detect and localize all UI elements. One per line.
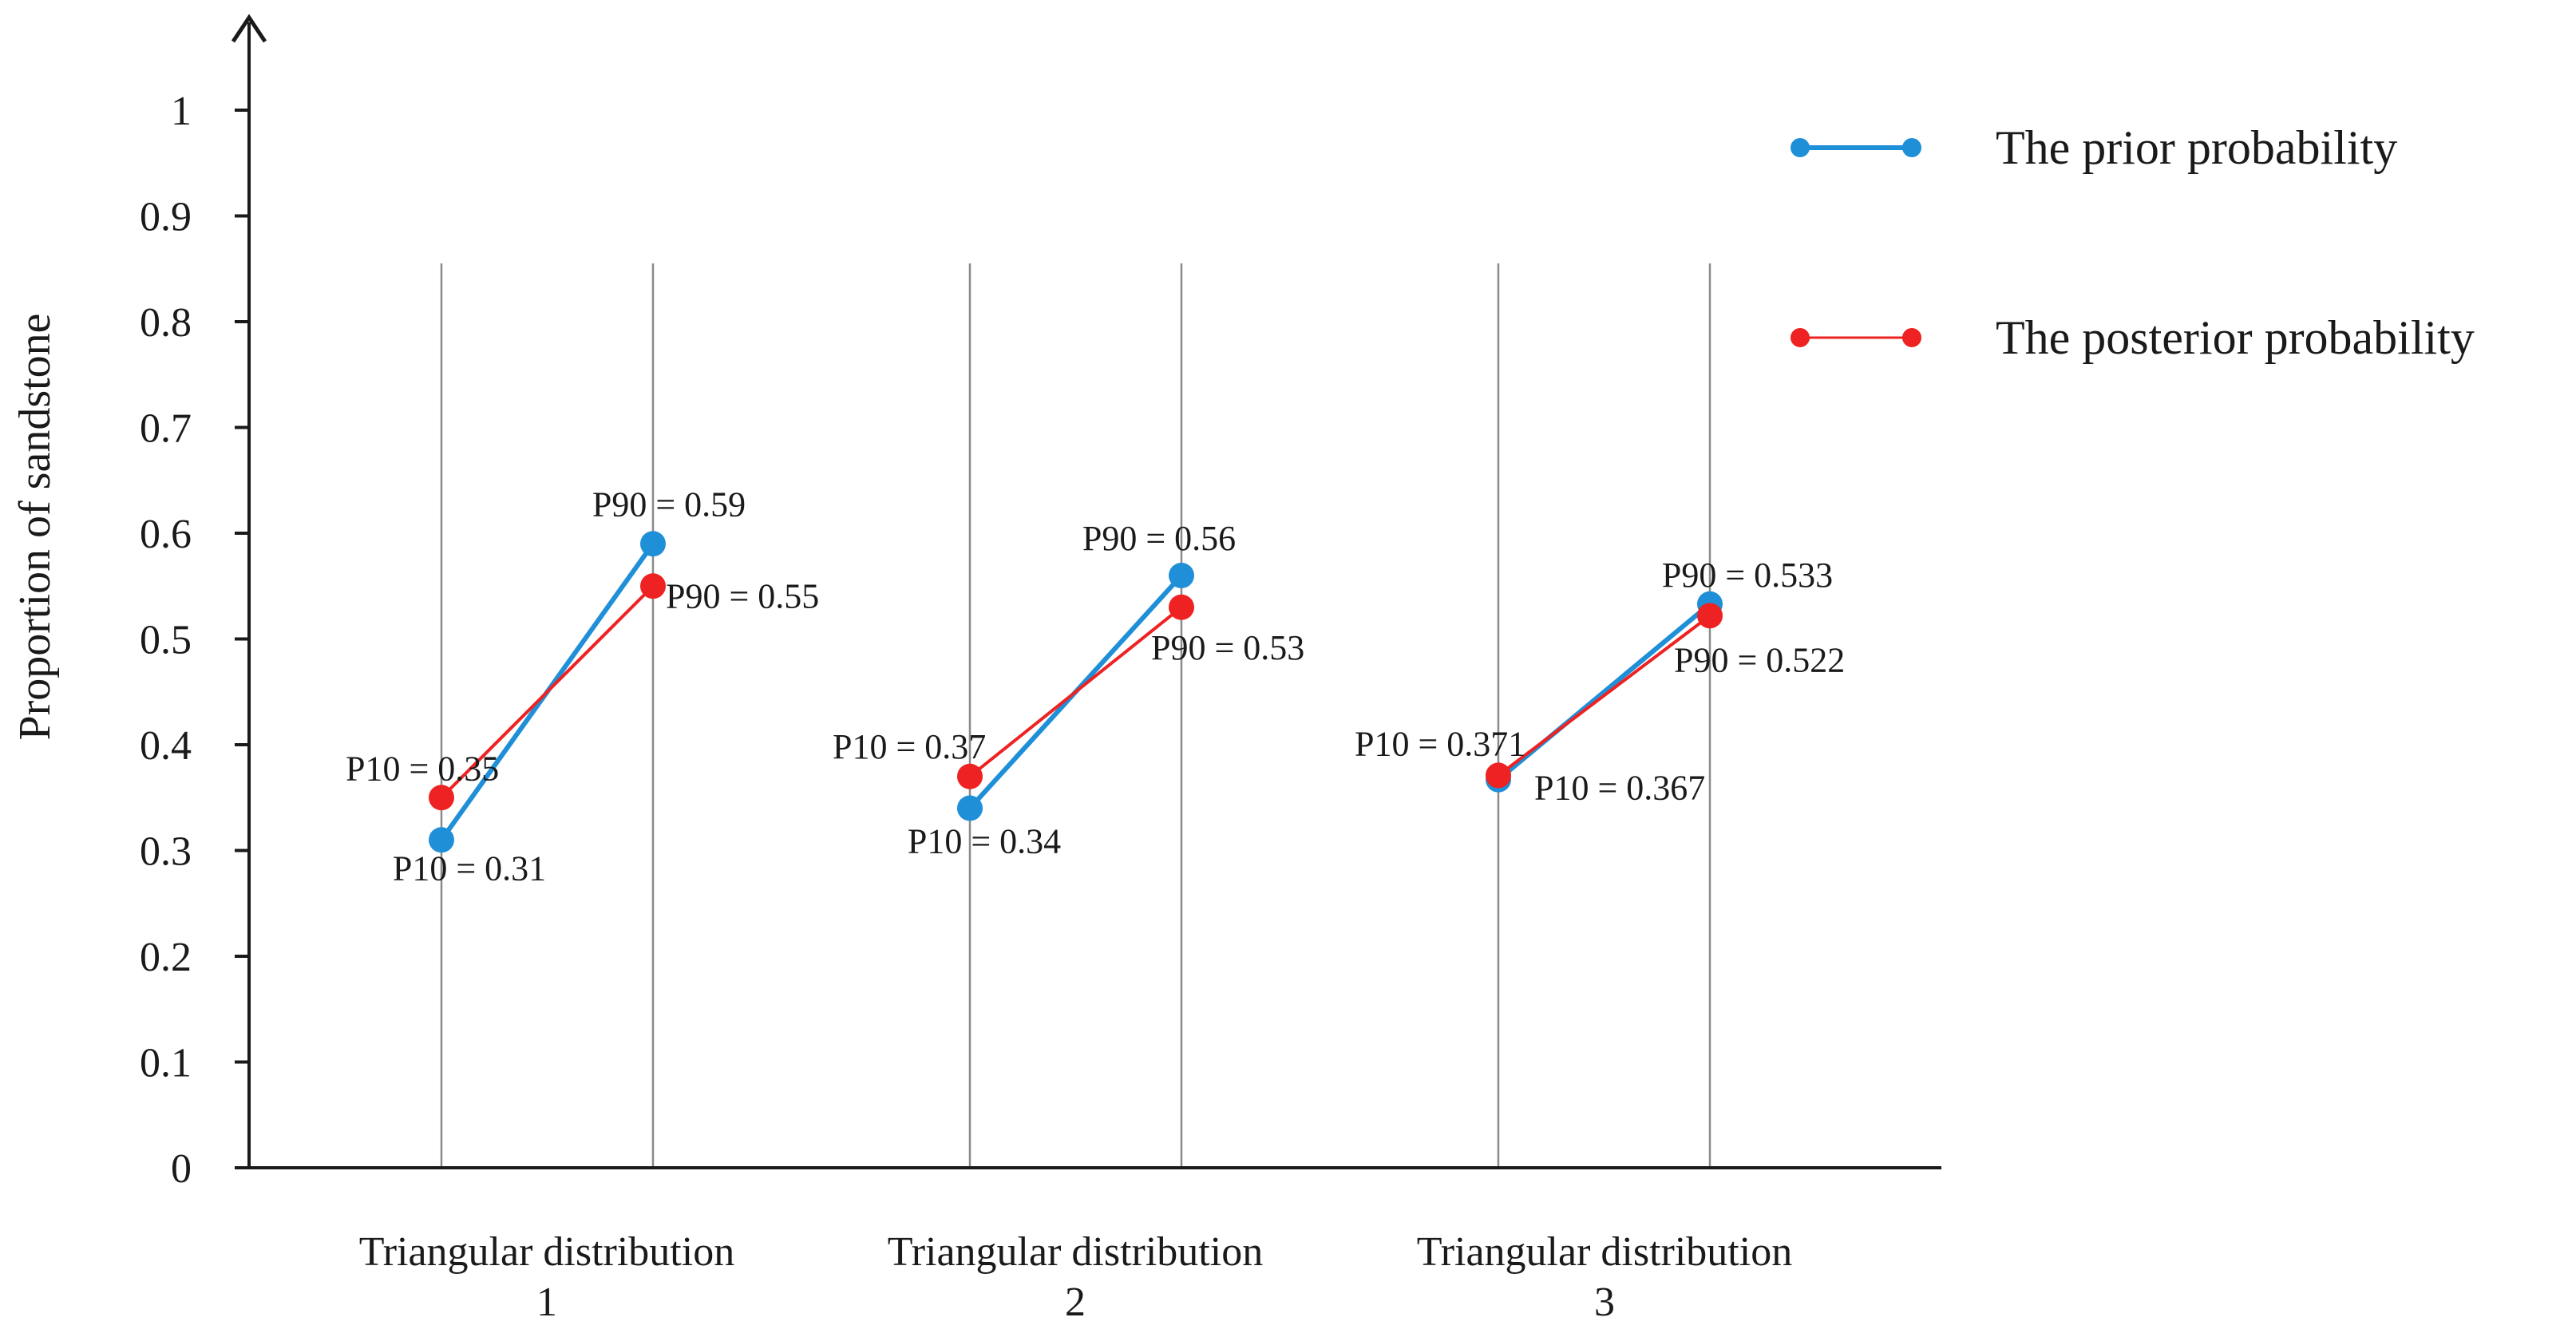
legend-prior-label: The prior probability — [1996, 121, 2397, 174]
y-axis-arrow-icon — [231, 14, 267, 43]
posterior-series-line-group3 — [1497, 614, 1711, 777]
y-axis-title: Proportion of sandstone — [10, 313, 60, 740]
posterior-point-group1-p10 — [429, 785, 454, 811]
posterior-point-group3-p10 — [1486, 762, 1511, 789]
legend-prior-marker-icon — [1902, 138, 1921, 157]
x-group-label-line1: Triangular distribution — [359, 1229, 734, 1275]
y-tick-label: 0.5 — [140, 618, 192, 663]
axes-layer: Proportion of sandstone 0 0.1 0.2 0.3 0.4 0.5… — [10, 14, 1941, 1325]
posterior-data-label: P90 = 0.55 — [666, 576, 819, 615]
posterior-data-label: P90 = 0.522 — [1674, 640, 1845, 679]
legend-posterior-label: The posterior probability — [1996, 311, 2475, 364]
y-tick-label: 0.3 — [140, 829, 192, 875]
x-group-label-line1: Triangular distribution — [1417, 1229, 1792, 1275]
posterior-data-label: P10 = 0.371 — [1355, 724, 1525, 763]
legend: The prior probability The posterior proba… — [1791, 121, 2475, 364]
y-tick-label: 0.1 — [140, 1041, 192, 1086]
y-tick-label: 0.4 — [140, 723, 192, 769]
prior-data-label: P10 = 0.31 — [393, 848, 546, 888]
posterior-series-line-group2 — [968, 606, 1183, 778]
series-layer — [429, 531, 1723, 853]
prior-data-label: P10 = 0.34 — [908, 822, 1061, 861]
labels-layer: P10 = 0.31 P90 = 0.59 P10 = 0.34 P90 = 0.56… — [346, 485, 1845, 888]
prior-data-label: P90 = 0.56 — [1082, 519, 1236, 558]
prior-point-group2-p10 — [957, 795, 983, 821]
y-tick-label: 0.8 — [140, 300, 192, 346]
y-tick-label: 0.2 — [140, 935, 192, 980]
prior-point-group1-p10 — [429, 827, 454, 853]
y-tick-label: 0.9 — [140, 195, 192, 240]
y-tick-label: 0 — [171, 1146, 192, 1192]
prior-data-label: P10 = 0.367 — [1534, 769, 1705, 808]
y-tick-label: 1 — [171, 89, 192, 134]
y-tick-label: 0.6 — [140, 512, 192, 557]
posterior-point-group2-p90 — [1169, 594, 1194, 620]
y-tick-label: 0.7 — [140, 406, 192, 452]
grid-layer — [440, 263, 1711, 1168]
posterior-data-label: P90 = 0.53 — [1151, 628, 1304, 667]
prior-data-label: P90 = 0.59 — [592, 485, 746, 524]
x-group-label-line1: Triangular distribution — [888, 1229, 1263, 1275]
x-group-label-line2: 2 — [1065, 1280, 1086, 1325]
prior-point-group1-p90 — [640, 531, 666, 557]
x-group-label-line2: 3 — [1594, 1280, 1615, 1325]
posterior-data-label: P10 = 0.35 — [346, 749, 499, 788]
legend-prior-marker-icon — [1791, 138, 1810, 157]
posterior-series-line-group1 — [440, 584, 655, 799]
prior-data-label: P90 = 0.533 — [1662, 556, 1833, 595]
posterior-point-group2-p10 — [957, 763, 983, 789]
x-group-label-line2: 1 — [536, 1280, 557, 1325]
prior-point-group2-p90 — [1169, 563, 1194, 588]
legend-posterior-marker-icon — [1902, 328, 1921, 347]
posterior-point-group3-p90 — [1697, 603, 1723, 629]
posterior-data-label: P10 = 0.37 — [833, 727, 986, 766]
posterior-point-group1-p90 — [640, 573, 666, 599]
legend-posterior-marker-icon — [1791, 328, 1810, 347]
